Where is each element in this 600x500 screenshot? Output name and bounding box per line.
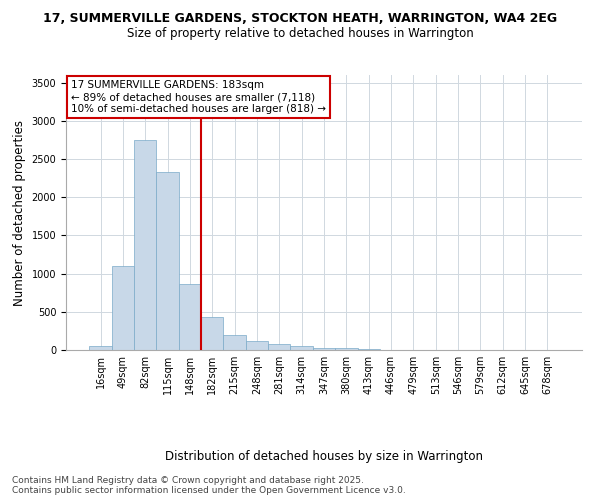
Text: 17 SUMMERVILLE GARDENS: 183sqm
← 89% of detached houses are smaller (7,118)
10% : 17 SUMMERVILLE GARDENS: 183sqm ← 89% of … xyxy=(71,80,326,114)
Bar xyxy=(246,341,268,350)
X-axis label: Distribution of detached houses by size in Warrington: Distribution of detached houses by size … xyxy=(165,450,483,463)
Bar xyxy=(112,266,134,350)
Bar xyxy=(290,346,313,350)
Text: 17, SUMMERVILLE GARDENS, STOCKTON HEATH, WARRINGTON, WA4 2EG: 17, SUMMERVILLE GARDENS, STOCKTON HEATH,… xyxy=(43,12,557,26)
Bar xyxy=(201,317,223,350)
Y-axis label: Number of detached properties: Number of detached properties xyxy=(13,120,26,306)
Text: Contains HM Land Registry data © Crown copyright and database right 2025.
Contai: Contains HM Land Registry data © Crown c… xyxy=(12,476,406,495)
Bar xyxy=(268,344,290,350)
Bar xyxy=(223,336,246,350)
Bar xyxy=(179,284,201,350)
Bar xyxy=(89,346,112,350)
Text: Size of property relative to detached houses in Warrington: Size of property relative to detached ho… xyxy=(127,28,473,40)
Bar xyxy=(134,140,157,350)
Bar xyxy=(335,348,358,350)
Bar xyxy=(313,348,335,350)
Bar xyxy=(157,172,179,350)
Bar xyxy=(358,349,380,350)
